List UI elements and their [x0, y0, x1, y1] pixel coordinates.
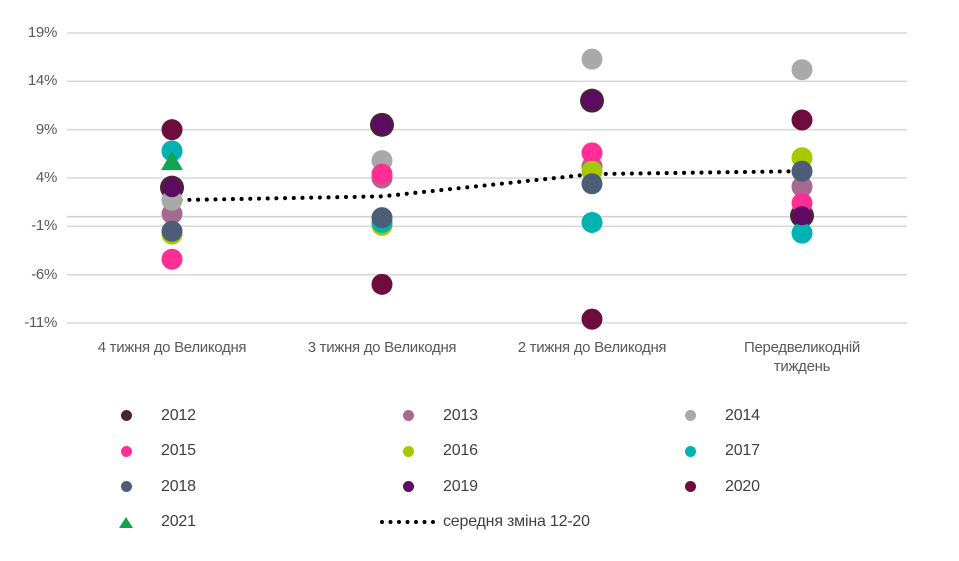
triangle-marker-icon	[119, 516, 133, 528]
legend-label: 2014	[725, 406, 760, 424]
circle-marker-icon	[684, 445, 696, 457]
circle-marker-icon	[402, 481, 414, 493]
legend-item-2017: 2017	[660, 434, 942, 470]
point-2019-cat3	[582, 91, 602, 111]
legend-swatch-box	[660, 445, 720, 457]
x-category-label: 2 тижня до Великодня	[517, 339, 667, 356]
legend-swatch-box	[660, 410, 720, 422]
average-change-dotted-line	[169, 169, 805, 203]
point-2014-cat3	[581, 48, 603, 70]
point-2021-cat1	[161, 151, 183, 171]
legend-label: 2013	[443, 406, 478, 424]
legend-item-2018: 2018	[96, 469, 378, 505]
point-2019-cat4	[792, 206, 812, 226]
legend-label: 2015	[161, 442, 196, 460]
legend-item-2013: 2013	[378, 398, 660, 434]
legend-swatch-box	[378, 445, 438, 457]
legend-swatch-box	[378, 410, 438, 422]
y-tick-label: 4%	[35, 169, 57, 186]
legend-swatch-box	[96, 516, 156, 528]
legend-item-2021: 2021	[96, 505, 378, 541]
point-2020-cat4	[791, 109, 813, 131]
point-2015-cat1	[161, 248, 183, 270]
point-2015-cat2	[371, 163, 393, 185]
point-2017-cat1	[161, 140, 183, 162]
y-tick-label: 14%	[27, 72, 57, 90]
point-2018-cat3	[581, 173, 603, 195]
legend-label: 2018	[161, 477, 196, 495]
x-category-label: 3 тижня до Великодня	[307, 339, 457, 356]
legend-label: 2019	[443, 477, 478, 495]
legend-swatch-box	[96, 481, 156, 493]
legend-item-average-change: середня зміна 12-20	[378, 505, 660, 541]
legend-swatch-box	[660, 481, 720, 493]
y-tick-label: 19%	[27, 24, 57, 41]
point-2020-cat3	[581, 308, 603, 330]
circle-marker-icon	[402, 445, 414, 457]
circle-marker-icon	[684, 481, 696, 493]
x-category-label: 4 тижня до Великодня	[97, 339, 247, 356]
point-2014-cat4	[791, 59, 813, 81]
legend-item-2015: 2015	[96, 434, 378, 470]
legend-item-2020: 2020	[660, 469, 942, 505]
point-2020-cat2	[371, 273, 393, 295]
point-2018-cat4	[791, 160, 813, 182]
circle-marker-icon	[120, 481, 132, 493]
chart-legend: 2012 2013 2014 2015 2016 2017 2018 2019 2020 2021…	[96, 398, 942, 540]
point-2019-cat2	[372, 115, 392, 135]
y-tick-label: 9%	[35, 120, 57, 138]
y-tick-label: -11%	[24, 314, 57, 331]
legend-item-2014: 2014	[660, 398, 942, 434]
legend-label: 2017	[725, 442, 760, 460]
point-2018-cat2	[371, 207, 393, 229]
point-2015-cat3	[581, 142, 603, 164]
legend-swatch-box	[378, 518, 438, 526]
point-2020-cat1	[161, 119, 183, 141]
legend-item-2019: 2019	[378, 469, 660, 505]
circle-marker-icon	[120, 410, 132, 422]
point-2018-cat1	[161, 220, 183, 242]
circle-marker-icon	[684, 410, 696, 422]
y-tick-label: -6%	[31, 265, 57, 283]
point-2019-cat1	[162, 178, 182, 198]
legend-swatch-box	[96, 410, 156, 422]
legend-label: середня зміна 12-20	[443, 513, 590, 531]
plot-area	[67, 32, 907, 330]
legend-label: 2021	[161, 513, 196, 531]
legend-item-2016: 2016	[378, 434, 660, 470]
circle-marker-icon	[402, 410, 414, 422]
y-tick-label: -1%	[31, 217, 57, 235]
legend-label: 2016	[443, 442, 478, 460]
legend-label: 2020	[725, 477, 760, 495]
point-2013-cat4	[791, 176, 813, 198]
legend-item-2012: 2012	[96, 398, 378, 434]
dotted-line-icon	[380, 520, 436, 525]
point-2017-cat4	[791, 222, 813, 244]
x-category-label: Передвеликодній тиждень	[744, 339, 860, 375]
point-2017-cat3	[581, 211, 603, 233]
legend-label: 2012	[161, 406, 196, 424]
circle-marker-icon	[120, 445, 132, 457]
legend-swatch-box	[96, 445, 156, 457]
legend-swatch-box	[378, 481, 438, 493]
